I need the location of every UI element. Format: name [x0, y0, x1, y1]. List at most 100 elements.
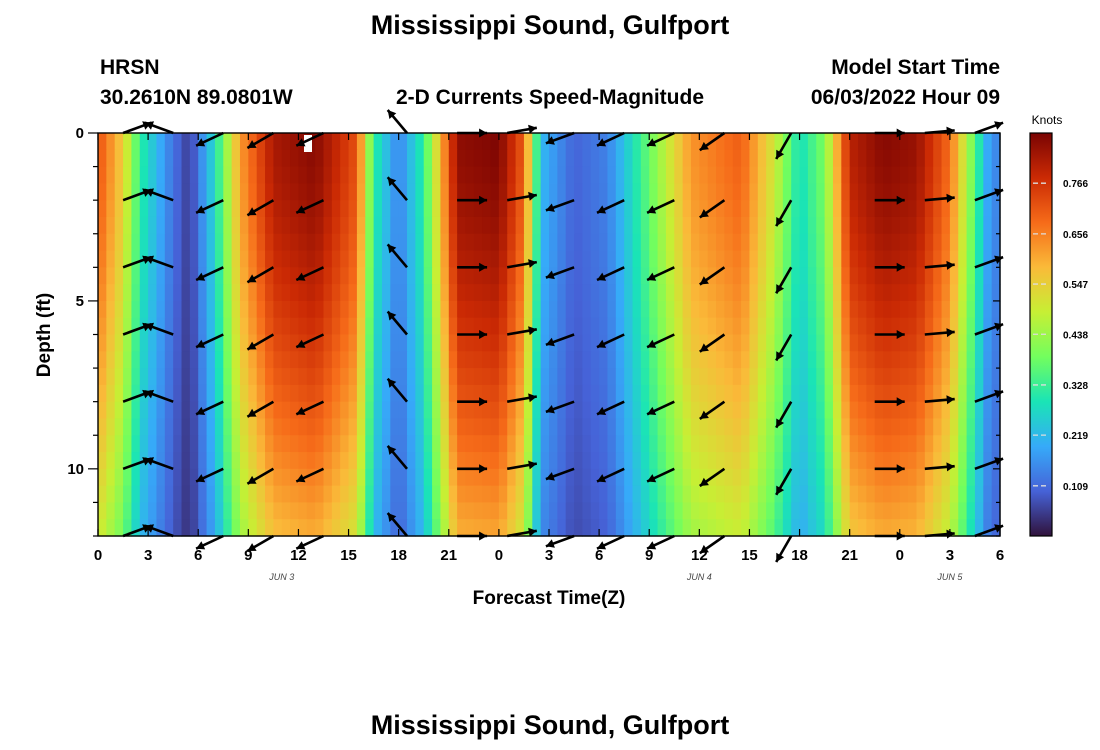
heatmap-cell — [131, 418, 141, 436]
heatmap-cell — [615, 317, 625, 336]
heatmap-cell — [549, 166, 558, 184]
heatmap-cell — [348, 368, 358, 386]
current-arrow — [506, 124, 538, 135]
heatmap-cell — [690, 435, 700, 453]
current-arrow — [974, 524, 1004, 538]
station-id: HRSN — [100, 56, 160, 79]
heatmap-cell — [381, 200, 391, 218]
heatmap-cell — [148, 233, 158, 252]
heatmap-cell — [916, 435, 926, 453]
heatmap-cell — [866, 233, 876, 252]
heatmap-cell — [181, 317, 191, 336]
heatmap-cell — [515, 300, 525, 319]
heatmap-cell — [874, 368, 884, 386]
heatmap-cell — [966, 267, 976, 285]
heatmap-cell — [206, 233, 216, 252]
heatmap-cell — [682, 216, 692, 235]
heatmap-cell — [799, 166, 809, 184]
heatmap-cell — [231, 216, 241, 235]
heatmap-cell — [198, 485, 208, 504]
heatmap-cell — [866, 267, 876, 285]
heatmap-cell — [181, 250, 191, 268]
heatmap-cell — [866, 317, 876, 336]
heatmap-cell — [298, 284, 308, 302]
heatmap-cell — [281, 468, 291, 487]
heatmap-cell — [281, 452, 291, 470]
heatmap-cell — [523, 435, 533, 453]
heatmap-cell — [582, 216, 592, 235]
heatmap-cell — [223, 485, 233, 504]
heatmap-cell — [657, 452, 667, 470]
heatmap-cell — [615, 284, 625, 302]
heatmap-cell — [398, 183, 408, 201]
heatmap-cell — [974, 435, 984, 453]
heatmap-cell — [966, 502, 976, 520]
heatmap-cell — [265, 418, 274, 436]
heatmap-cell — [290, 435, 300, 453]
heatmap-cell — [390, 435, 400, 453]
heatmap-cell — [858, 133, 867, 151]
heatmap-cell — [732, 418, 742, 436]
heatmap-cell — [549, 418, 558, 436]
current-arrow — [246, 199, 275, 217]
heatmap-cell — [891, 418, 901, 436]
heatmap-cell — [874, 452, 884, 470]
x-tick-label: 6 — [996, 547, 1004, 564]
heatmap-cell — [883, 284, 893, 302]
heatmap-cell — [632, 149, 642, 168]
heatmap-cell — [824, 300, 834, 319]
heatmap-cell — [624, 267, 634, 285]
heatmap-cell — [774, 216, 784, 235]
heatmap-cell — [724, 418, 734, 436]
heatmap-cell — [690, 183, 700, 201]
heatmap-cell — [908, 468, 918, 487]
heatmap-cell — [281, 216, 291, 235]
heatmap-cell — [874, 435, 884, 453]
heatmap-cell — [239, 317, 249, 336]
heatmap-cell — [766, 368, 776, 386]
heatmap-cell — [290, 468, 300, 487]
x-tick-label: 6 — [595, 547, 603, 564]
heatmap-cell — [774, 519, 784, 537]
heatmap-cell — [348, 267, 358, 285]
heatmap-cell — [732, 468, 742, 487]
heatmap-cell — [407, 250, 416, 268]
heatmap-cell — [306, 485, 316, 504]
heatmap-cell — [590, 401, 600, 420]
heatmap-cell — [214, 468, 224, 487]
heatmap-cell — [874, 485, 884, 504]
heatmap-cell — [774, 485, 784, 504]
heatmap-cell — [98, 250, 107, 268]
heatmap-cell — [690, 485, 700, 504]
heatmap-cell — [265, 200, 274, 218]
heatmap-cell — [281, 183, 291, 201]
heatmap-cell — [799, 149, 809, 168]
heatmap-cell — [816, 267, 826, 285]
heatmap-cell — [348, 183, 358, 201]
heatmap-cell — [565, 468, 575, 487]
heatmap-cell — [398, 485, 408, 504]
heatmap-cell — [933, 166, 943, 184]
heatmap-cell — [398, 166, 408, 184]
heatmap-cell — [757, 351, 767, 369]
heatmap-cell — [782, 300, 792, 319]
heatmap-cell — [657, 250, 667, 268]
heatmap-cell — [766, 233, 776, 252]
heatmap-cell — [607, 166, 617, 184]
heatmap-cell — [290, 418, 300, 436]
heatmap-cell — [949, 502, 959, 520]
heatmap-cell — [223, 435, 233, 453]
heatmap-cell — [774, 183, 784, 201]
heatmap-cell — [991, 166, 1001, 184]
heatmap-cell — [298, 418, 308, 436]
heatmap-cell — [123, 200, 133, 218]
heatmap-cell — [123, 284, 133, 302]
heatmap-cell — [273, 200, 283, 218]
heatmap-cell — [139, 485, 149, 504]
heatmap-cell — [315, 468, 325, 487]
heatmap-cell — [281, 334, 291, 352]
heatmap-cell — [599, 368, 609, 386]
heatmap-cell — [582, 452, 592, 470]
heatmap-cell — [490, 233, 500, 252]
heatmap-cell — [716, 267, 725, 285]
